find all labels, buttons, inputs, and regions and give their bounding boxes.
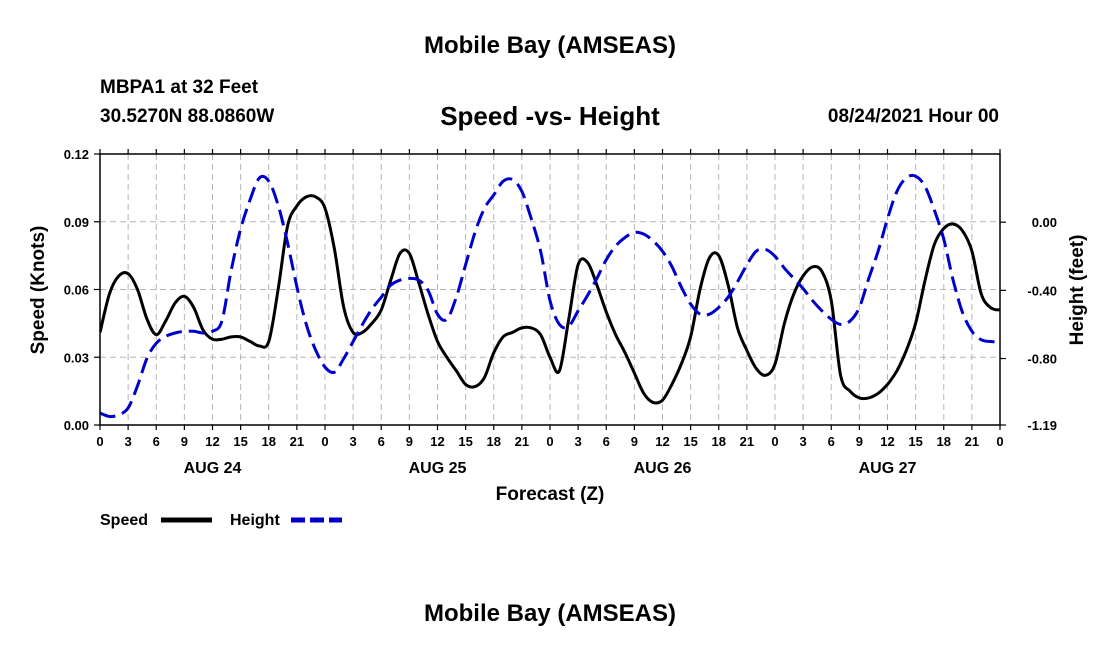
y-axis-label-left: Speed (Knots) xyxy=(28,226,49,355)
x-tick-label: 21 xyxy=(515,434,529,449)
y-tick-label-right: -0.40 xyxy=(1027,283,1057,298)
y-tick-label-right: -0.80 xyxy=(1027,352,1057,367)
x-tick-label: 9 xyxy=(406,434,413,449)
x-tick-label: 0 xyxy=(96,434,103,449)
station-coordinates: 30.5270N 88.0860W xyxy=(100,106,275,127)
x-tick-label: 12 xyxy=(430,434,444,449)
x-tick-label: 0 xyxy=(321,434,328,449)
grid xyxy=(100,154,1000,425)
legend-label-speed: Speed xyxy=(100,512,148,529)
x-tick-label: 15 xyxy=(458,434,472,449)
legend: Speed Height xyxy=(100,512,342,529)
day-label: AUG 27 xyxy=(859,460,917,477)
x-tick-label: 18 xyxy=(487,434,501,449)
series-line-speed xyxy=(100,194,1000,405)
y-tick-label-left: 0.00 xyxy=(64,418,89,433)
x-tick-label: 15 xyxy=(908,434,922,449)
legend-label-height: Height xyxy=(230,512,280,529)
x-tick-label: 15 xyxy=(683,434,697,449)
x-tick-label: 3 xyxy=(575,434,582,449)
day-label: AUG 24 xyxy=(184,460,242,477)
x-tick-label: 9 xyxy=(856,434,863,449)
day-label: AUG 25 xyxy=(409,460,467,477)
x-tick-label: 12 xyxy=(205,434,219,449)
x-axis-label: Forecast (Z) xyxy=(496,484,605,505)
bottom-title: Mobile Bay (AMSEAS) xyxy=(423,600,677,627)
chart-title: Speed -vs- Height xyxy=(440,101,660,131)
x-tick-label: 12 xyxy=(880,434,894,449)
x-tick-label: 0 xyxy=(771,434,778,449)
x-tick-label: 6 xyxy=(828,434,835,449)
x-tick-label: 21 xyxy=(740,434,754,449)
day-label: AUG 26 xyxy=(634,460,692,477)
y-tick-label-left: 0.12 xyxy=(64,147,89,162)
y-tick-label-left: 0.03 xyxy=(64,350,89,365)
x-tick-label: 9 xyxy=(181,434,188,449)
series-layer xyxy=(100,173,1000,419)
y-tick-label-left: 0.09 xyxy=(64,215,89,230)
x-tick-label: 12 xyxy=(655,434,669,449)
y-tick-label-right: 0.00 xyxy=(1032,215,1057,230)
forecast-datetime: 08/24/2021 Hour 00 xyxy=(827,106,999,127)
x-tick-label: 9 xyxy=(631,434,638,449)
x-tick-label: 3 xyxy=(800,434,807,449)
x-tick-label: 0 xyxy=(546,434,553,449)
axes: 0 3 6 9 12 15 18 21 0 3 6 9 12 15 18 21 0 3 6 9 12 15 18 21 0 3 6 9… xyxy=(64,147,1057,477)
x-tick-label: 18 xyxy=(937,434,951,449)
x-tick-label: 18 xyxy=(262,434,276,449)
y-axis-label-right: Height (feet) xyxy=(1067,235,1088,346)
x-tick-label: 3 xyxy=(125,434,132,449)
x-tick-label: 21 xyxy=(965,434,979,449)
top-title: Mobile Bay (AMSEAS) xyxy=(423,32,677,59)
x-tick-label: 6 xyxy=(153,434,160,449)
y-tick-label-right: -1.19 xyxy=(1027,418,1057,433)
x-tick-label: 0 xyxy=(996,434,1003,449)
x-tick-label: 3 xyxy=(350,434,357,449)
x-tick-label: 6 xyxy=(378,434,385,449)
x-tick-label: 21 xyxy=(290,434,304,449)
x-tick-label: 18 xyxy=(712,434,726,449)
y-tick-label-left: 0.06 xyxy=(64,283,89,298)
station-label: MBPA1 at 32 Feet xyxy=(100,77,259,98)
x-tick-label: 15 xyxy=(233,434,247,449)
x-tick-label: 6 xyxy=(603,434,610,449)
